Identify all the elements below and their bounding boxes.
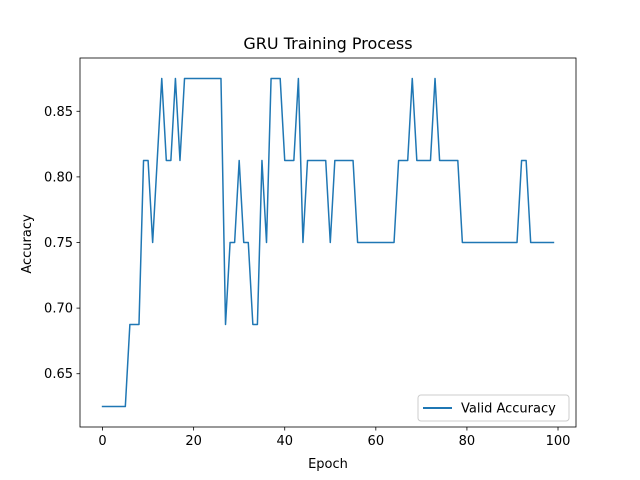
y-tick-label: 0.70: [44, 302, 73, 317]
y-tick-label: 0.80: [44, 170, 73, 185]
y-tick-label: 0.65: [44, 367, 73, 382]
x-tick-label: 40: [276, 434, 293, 449]
x-tick-label: 20: [185, 434, 202, 449]
x-tick-label: 0: [98, 434, 106, 449]
x-tick-label: 100: [546, 434, 571, 449]
legend-box: [417, 394, 570, 422]
plot-area: [101, 77, 555, 408]
x-tick-label: 60: [368, 434, 385, 449]
x-axis-label: Epoch: [308, 457, 348, 472]
y-axis-label: Accuracy: [20, 214, 35, 274]
legend: Valid Accuracy: [417, 394, 570, 422]
y-tick-label: 0.85: [44, 105, 73, 120]
series-line-valid-accuracy: [101, 77, 555, 408]
x-tick-label: 80: [459, 434, 476, 449]
legend-label-valid-accuracy: Valid Accuracy: [461, 402, 556, 417]
axes: 0 20 40 60 80 100 0.65 0.70 0.75 0.80 0.85: [44, 57, 577, 449]
chart-title: GRU Training Process: [243, 34, 412, 53]
y-tick-label: 0.75: [44, 236, 73, 251]
